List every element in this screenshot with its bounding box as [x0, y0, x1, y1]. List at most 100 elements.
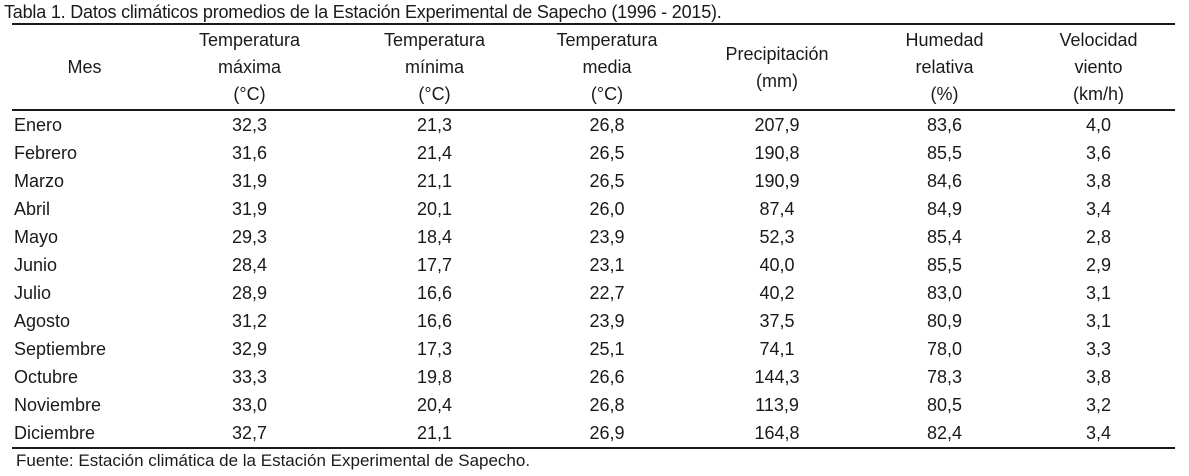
cell-mes: Enero — [14, 115, 63, 135]
cell-humedad: 84,9 — [926, 199, 963, 219]
header-temp-media: Temperatura media (°C) — [527, 23, 687, 111]
table-row: Abril 31,9 20,1 26,0 87,4 84,9 3,4 — [12, 195, 1175, 223]
table-row: Febrero 31,6 21,4 26,5 190,8 85,5 3,6 — [12, 139, 1175, 167]
header-line: Temperatura — [383, 30, 486, 50]
table-row: Noviembre 33,0 20,4 26,8 113,9 80,5 3,2 — [12, 391, 1175, 419]
cell-velocidad-viento: 3,3 — [1085, 339, 1112, 359]
cell-temp-max: 33,0 — [231, 395, 268, 415]
cell-temp-min: 18,4 — [416, 227, 453, 247]
cell-mes: Octubre — [14, 367, 79, 387]
cell-precipitacion: 207,9 — [754, 115, 800, 135]
cell-precipitacion: 190,8 — [754, 143, 800, 163]
header-line: (°C) — [418, 84, 451, 104]
cell-precipitacion: 52,3 — [759, 227, 795, 247]
table-row: Agosto 31,2 16,6 23,9 37,5 80,9 3,1 — [12, 307, 1175, 335]
cell-humedad: 85,5 — [926, 255, 963, 275]
cell-humedad: 84,6 — [926, 171, 963, 191]
table-row: Septiembre 32,9 17,3 25,1 74,1 78,0 3,3 — [12, 335, 1175, 363]
cell-velocidad-viento: 3,4 — [1022, 419, 1175, 449]
climate-table-container: Mes Temperatura máxima (°C) Temperatura mínim… — [12, 23, 1175, 449]
cell-humedad: 78,3 — [926, 367, 963, 387]
cell-mes: Mayo — [14, 227, 59, 247]
header-line: (mm) — [756, 70, 798, 91]
table-header: Mes Temperatura máxima (°C) Temperatura mínim… — [12, 23, 1175, 111]
cell-temp-media: 22,7 — [589, 283, 625, 303]
cell-mes: Diciembre — [12, 419, 157, 449]
header-line: (°C) — [590, 84, 624, 104]
cell-velocidad-viento: 2,8 — [1085, 227, 1112, 247]
header-velocidad-viento: Velocidad viento (km/h) — [1022, 23, 1175, 111]
cell-temp-media: 26,5 — [589, 143, 625, 163]
cell-temp-min: 19,8 — [416, 367, 453, 387]
cell-mes: Marzo — [14, 171, 65, 191]
header-temp-min: Temperatura mínima (°C) — [342, 23, 527, 111]
cell-temp-max: 28,9 — [231, 283, 268, 303]
cell-mes: Agosto — [14, 311, 71, 331]
cell-precipitacion: 87,4 — [759, 199, 795, 219]
cell-precipitacion: 40,0 — [759, 255, 795, 275]
cell-velocidad-viento: 2,9 — [1085, 255, 1112, 275]
cell-temp-min: 20,1 — [416, 199, 453, 219]
cell-humedad: 80,9 — [926, 311, 963, 331]
cell-temp-min: 21,1 — [342, 419, 527, 449]
cell-mes: Abril — [14, 199, 51, 219]
cell-temp-max: 31,9 — [231, 171, 268, 191]
table-row: Julio 28,9 16,6 22,7 40,2 83,0 3,1 — [12, 279, 1175, 307]
cell-mes: Junio — [14, 255, 58, 275]
cell-temp-min: 20,4 — [416, 395, 453, 415]
cell-mes: Julio — [14, 283, 52, 303]
header-line: (°C) — [233, 84, 266, 104]
cell-precipitacion: 37,5 — [759, 311, 795, 331]
cell-temp-max: 29,3 — [231, 227, 268, 247]
climate-data-table: Mes Temperatura máxima (°C) Temperatura mínim… — [12, 23, 1175, 449]
cell-mes: Septiembre — [14, 339, 107, 359]
cell-temp-media: 26,9 — [527, 419, 687, 449]
cell-temp-min: 21,1 — [416, 171, 453, 191]
table-source-note: Fuente: Estación climática de la Estació… — [16, 451, 531, 470]
cell-temp-min: 17,3 — [416, 339, 453, 359]
cell-precipitacion: 164,8 — [687, 419, 867, 449]
cell-temp-media: 23,9 — [589, 311, 625, 331]
cell-humedad: 85,5 — [926, 143, 963, 163]
cell-precipitacion: 113,9 — [755, 395, 799, 415]
header-line: media — [582, 57, 632, 77]
cell-temp-max: 31,2 — [231, 311, 268, 331]
cell-temp-max: 31,9 — [231, 199, 268, 219]
cell-temp-max: 32,7 — [157, 419, 342, 449]
header-humedad: Humedad relativa (%) — [867, 23, 1022, 111]
header-line: Humedad — [905, 30, 984, 50]
cell-precipitacion: 40,2 — [759, 283, 795, 303]
table-row: Mayo 29,3 18,4 23,9 52,3 85,4 2,8 — [12, 223, 1175, 251]
table-row: Diciembre 32,7 21,1 26,9 164,8 82,4 3,4 — [12, 419, 1175, 449]
cell-velocidad-viento: 3,2 — [1085, 395, 1112, 415]
cell-temp-media: 26,0 — [589, 199, 625, 219]
cell-velocidad-viento: 3,6 — [1085, 143, 1112, 163]
cell-humedad: 83,6 — [926, 115, 963, 135]
cell-mes: Febrero — [14, 143, 78, 163]
header-line: Mes — [67, 57, 102, 77]
cell-temp-max: 32,9 — [231, 339, 268, 359]
cell-temp-media: 26,8 — [589, 395, 625, 415]
cell-velocidad-viento: 3,1 — [1085, 283, 1112, 303]
cell-velocidad-viento: 3,8 — [1085, 367, 1112, 387]
header-precipitacion: Precipitación (mm) — [687, 23, 867, 111]
cell-velocidad-viento: 3,1 — [1085, 311, 1112, 331]
cell-humedad: 78,0 — [926, 339, 963, 359]
table-row: Junio 28,4 17,7 23,1 40,0 85,5 2,9 — [12, 251, 1175, 279]
header-line: máxima — [217, 57, 281, 77]
table-caption: Tabla 1. Datos climáticos promedios de l… — [4, 2, 722, 22]
cell-humedad: 80,5 — [926, 395, 963, 415]
cell-temp-media: 26,6 — [589, 367, 625, 387]
header-line: Precipitación — [725, 43, 829, 64]
cell-temp-min: 16,6 — [416, 311, 453, 331]
header-row: Mes Temperatura máxima (°C) Temperatura mínim… — [12, 23, 1175, 111]
cell-humedad: 82,4 — [867, 419, 1022, 449]
header-line: viento — [1074, 57, 1123, 77]
cell-temp-min: 21,3 — [416, 115, 453, 135]
cell-velocidad-viento: 4,0 — [1085, 115, 1112, 135]
header-line: Temperatura — [198, 30, 301, 50]
cell-temp-min: 17,7 — [416, 255, 453, 275]
cell-precipitacion: 190,9 — [754, 171, 800, 191]
cell-precipitacion: 144,3 — [754, 367, 800, 387]
cell-humedad: 85,4 — [926, 227, 963, 247]
